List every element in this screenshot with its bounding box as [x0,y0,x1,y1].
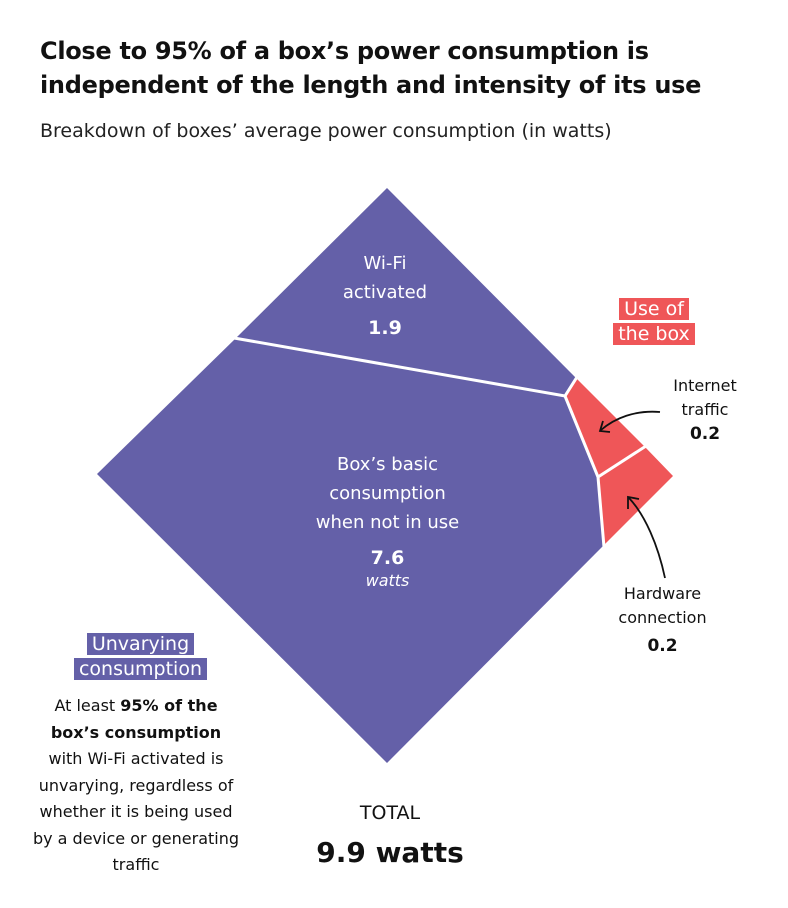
arrowhead-icon [627,495,640,509]
basic-label-line: Box’s basic [336,454,438,475]
use-tag-text: Use of the box [613,298,695,345]
wifi-label-line: Wi-Fi [363,253,407,274]
hardware-label-line: connection [618,608,707,627]
arrowhead-icon [598,420,611,433]
total-label: TOTAL [359,802,421,824]
wifi-label: Wi-Fi activated 1.9 [300,249,470,343]
unvarying-tag: Unvarying consumption [68,632,213,682]
wifi-value: 1.9 [368,317,402,339]
arrow-hardware [628,497,666,579]
internet-label-line: Internet [673,376,737,395]
unvarying-tag-text: Unvarying consumption [73,633,208,680]
arrow-internet [600,410,661,431]
hardware-annotation: Hardware connection 0.2 [600,582,725,658]
hardware-value: 0.2 [647,636,678,656]
note-text: with Wi-Fi activated is unvarying, regar… [32,749,240,874]
basic-label-line: when not in use [315,512,460,533]
use-tag: Use of the box [606,297,702,347]
internet-label-line: traffic [681,400,729,419]
total-value: 9.9 watts [316,836,464,869]
cell-hardware-connection [598,447,673,545]
cell-basic-consumption [97,338,604,763]
cell-border [597,444,647,479]
chart-title: Close to 95% of a box’s power consumptio… [40,37,702,99]
cell-wifi [236,188,576,396]
basic-label-line: consumption [329,483,446,504]
basic-unit: watts [365,571,410,590]
note-text: At least [54,696,121,715]
note-bold: 95% of the box’s consumption [50,696,222,742]
wifi-label-line: activated [342,282,428,303]
internet-value: 0.2 [689,424,721,444]
basic-label: Box’s basic consumption when not in use … [280,450,495,592]
unvarying-note: At least 95% of the box’s consumption wi… [32,693,240,879]
internet-annotation: Internet traffic 0.2 [650,374,760,446]
hardware-label-line: Hardware [623,584,702,603]
chart-subtitle: Breakdown of boxes’ average power consum… [40,120,612,142]
basic-value: 7.6 [370,547,405,569]
